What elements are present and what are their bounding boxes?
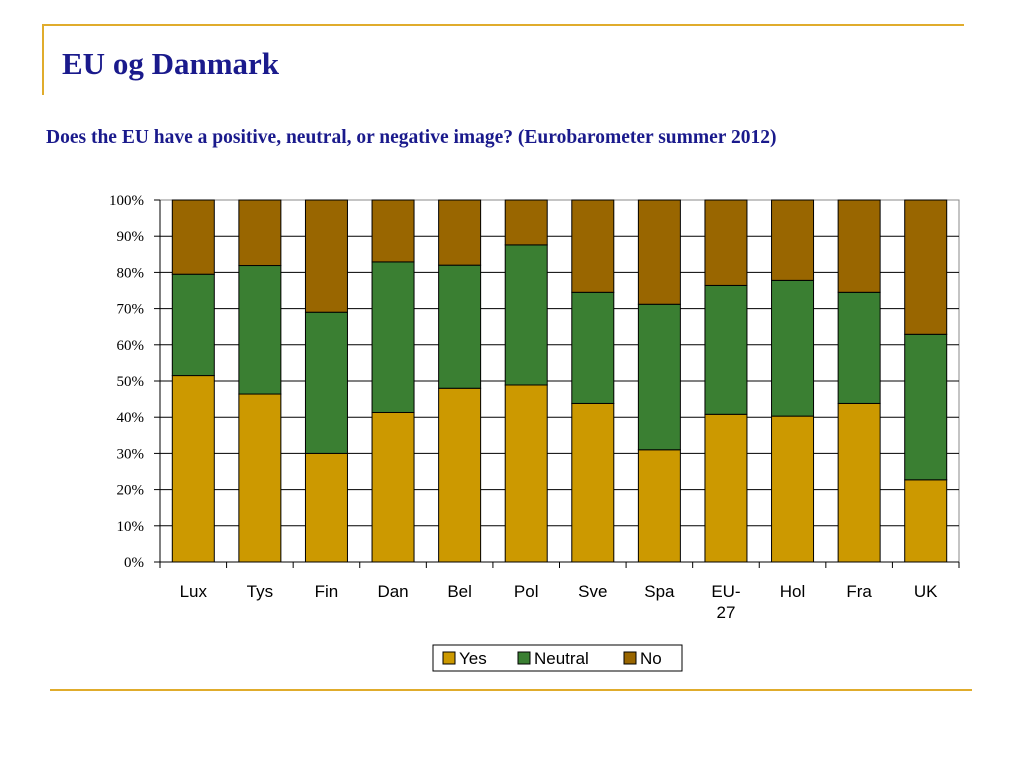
axes: 0% 10% 20% 30% 40% 50% 60% 70% 80% 90% 100% Lux Tys F… [109, 193, 960, 622]
x-category-label: Fra [846, 582, 872, 601]
bars [171, 199, 948, 563]
top-accent-rule [42, 24, 964, 26]
chart-question: Does the EU have a positive, neutral, or… [46, 127, 777, 148]
legend-box [432, 644, 683, 672]
bar-segment-yes [904, 479, 948, 563]
legend-swatch-yes [442, 651, 456, 665]
bar-segment-yes [837, 402, 881, 563]
legend-label-yes: Yes [459, 649, 487, 668]
bar-segment-yes [771, 415, 815, 563]
bar-segment-no [904, 199, 948, 335]
x-category-label: Pol [514, 582, 539, 601]
left-accent-rule [42, 24, 44, 95]
legend-swatch-no [623, 651, 637, 665]
bar-segment-yes [637, 449, 681, 563]
x-category-label: Spa [644, 582, 675, 601]
x-category-label: Fin [315, 582, 339, 601]
bar-segment-yes [304, 452, 348, 563]
x-category-label: Bel [447, 582, 472, 601]
bar-segment-yes [571, 402, 615, 563]
bar-segment-no [504, 199, 548, 246]
bar-segment-yes [371, 411, 415, 563]
bar-segment-no [637, 199, 681, 305]
x-category-label: Sve [578, 582, 607, 601]
bar-segment-no [771, 199, 815, 281]
gridlines [159, 199, 960, 563]
bar-segment-neutral [704, 284, 748, 415]
bar-segment-no [371, 199, 415, 263]
bar-segment-yes [504, 384, 548, 563]
x-category-label: Tys [247, 582, 273, 601]
bar-segment-neutral [771, 279, 815, 417]
bar-segment-yes [238, 393, 282, 563]
bar-segment-neutral [837, 291, 881, 404]
bar-segment-neutral [238, 265, 282, 395]
bar-segment-no [304, 199, 348, 313]
y-tick-label: 10% [117, 519, 145, 535]
bottom-accent-rule [50, 689, 972, 691]
y-tick-label: 100% [109, 193, 144, 209]
bar-segment-no [438, 199, 482, 266]
y-tick-label: 80% [117, 265, 145, 281]
bar-segment-yes [704, 413, 748, 563]
bar-segment-no [837, 199, 881, 293]
y-tick-label: 70% [117, 302, 145, 318]
bar-segment-neutral [304, 311, 348, 454]
bar-segment-neutral [438, 264, 482, 389]
bar-segment-no [171, 199, 215, 275]
y-tick-label: 20% [117, 483, 145, 499]
y-tick-label: 30% [117, 446, 145, 462]
bar-segment-neutral [171, 273, 215, 377]
x-category-label: UK [914, 582, 938, 601]
x-category-label: Dan [377, 582, 408, 601]
page-title: EU og Danmark [62, 46, 280, 81]
x-category-label: Lux [180, 582, 208, 601]
bar-segment-neutral [571, 291, 615, 404]
legend-label-no: No [640, 649, 662, 668]
y-tick-label: 50% [117, 374, 145, 390]
bar-segment-neutral [504, 244, 548, 386]
legend: Yes Neutral No [432, 644, 683, 672]
y-tick-label: 90% [117, 229, 145, 245]
y-tick-label: 60% [117, 338, 145, 354]
bar-segment-neutral [904, 333, 948, 481]
bar-segment-yes [171, 375, 215, 563]
bar-segment-no [571, 199, 615, 293]
legend-label-neutral: Neutral [534, 649, 589, 668]
x-category-label: EU-27 [711, 582, 740, 622]
y-tick-label: 40% [117, 410, 145, 426]
bar-segment-neutral [371, 261, 415, 413]
bar-segment-neutral [637, 303, 681, 451]
x-category-label: Hol [780, 582, 806, 601]
bar-segment-yes [438, 387, 482, 563]
bar-segment-no [704, 199, 748, 286]
y-tick-label: 0% [124, 555, 144, 571]
bar-segment-no [238, 199, 282, 267]
legend-swatch-neutral [517, 651, 531, 665]
